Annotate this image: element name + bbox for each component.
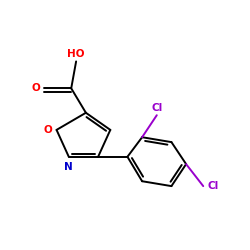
Text: HO: HO [67, 49, 85, 59]
Text: Cl: Cl [151, 103, 162, 113]
Text: O: O [32, 83, 40, 93]
Text: O: O [44, 125, 52, 135]
Text: Cl: Cl [208, 181, 218, 191]
Text: N: N [64, 162, 73, 172]
